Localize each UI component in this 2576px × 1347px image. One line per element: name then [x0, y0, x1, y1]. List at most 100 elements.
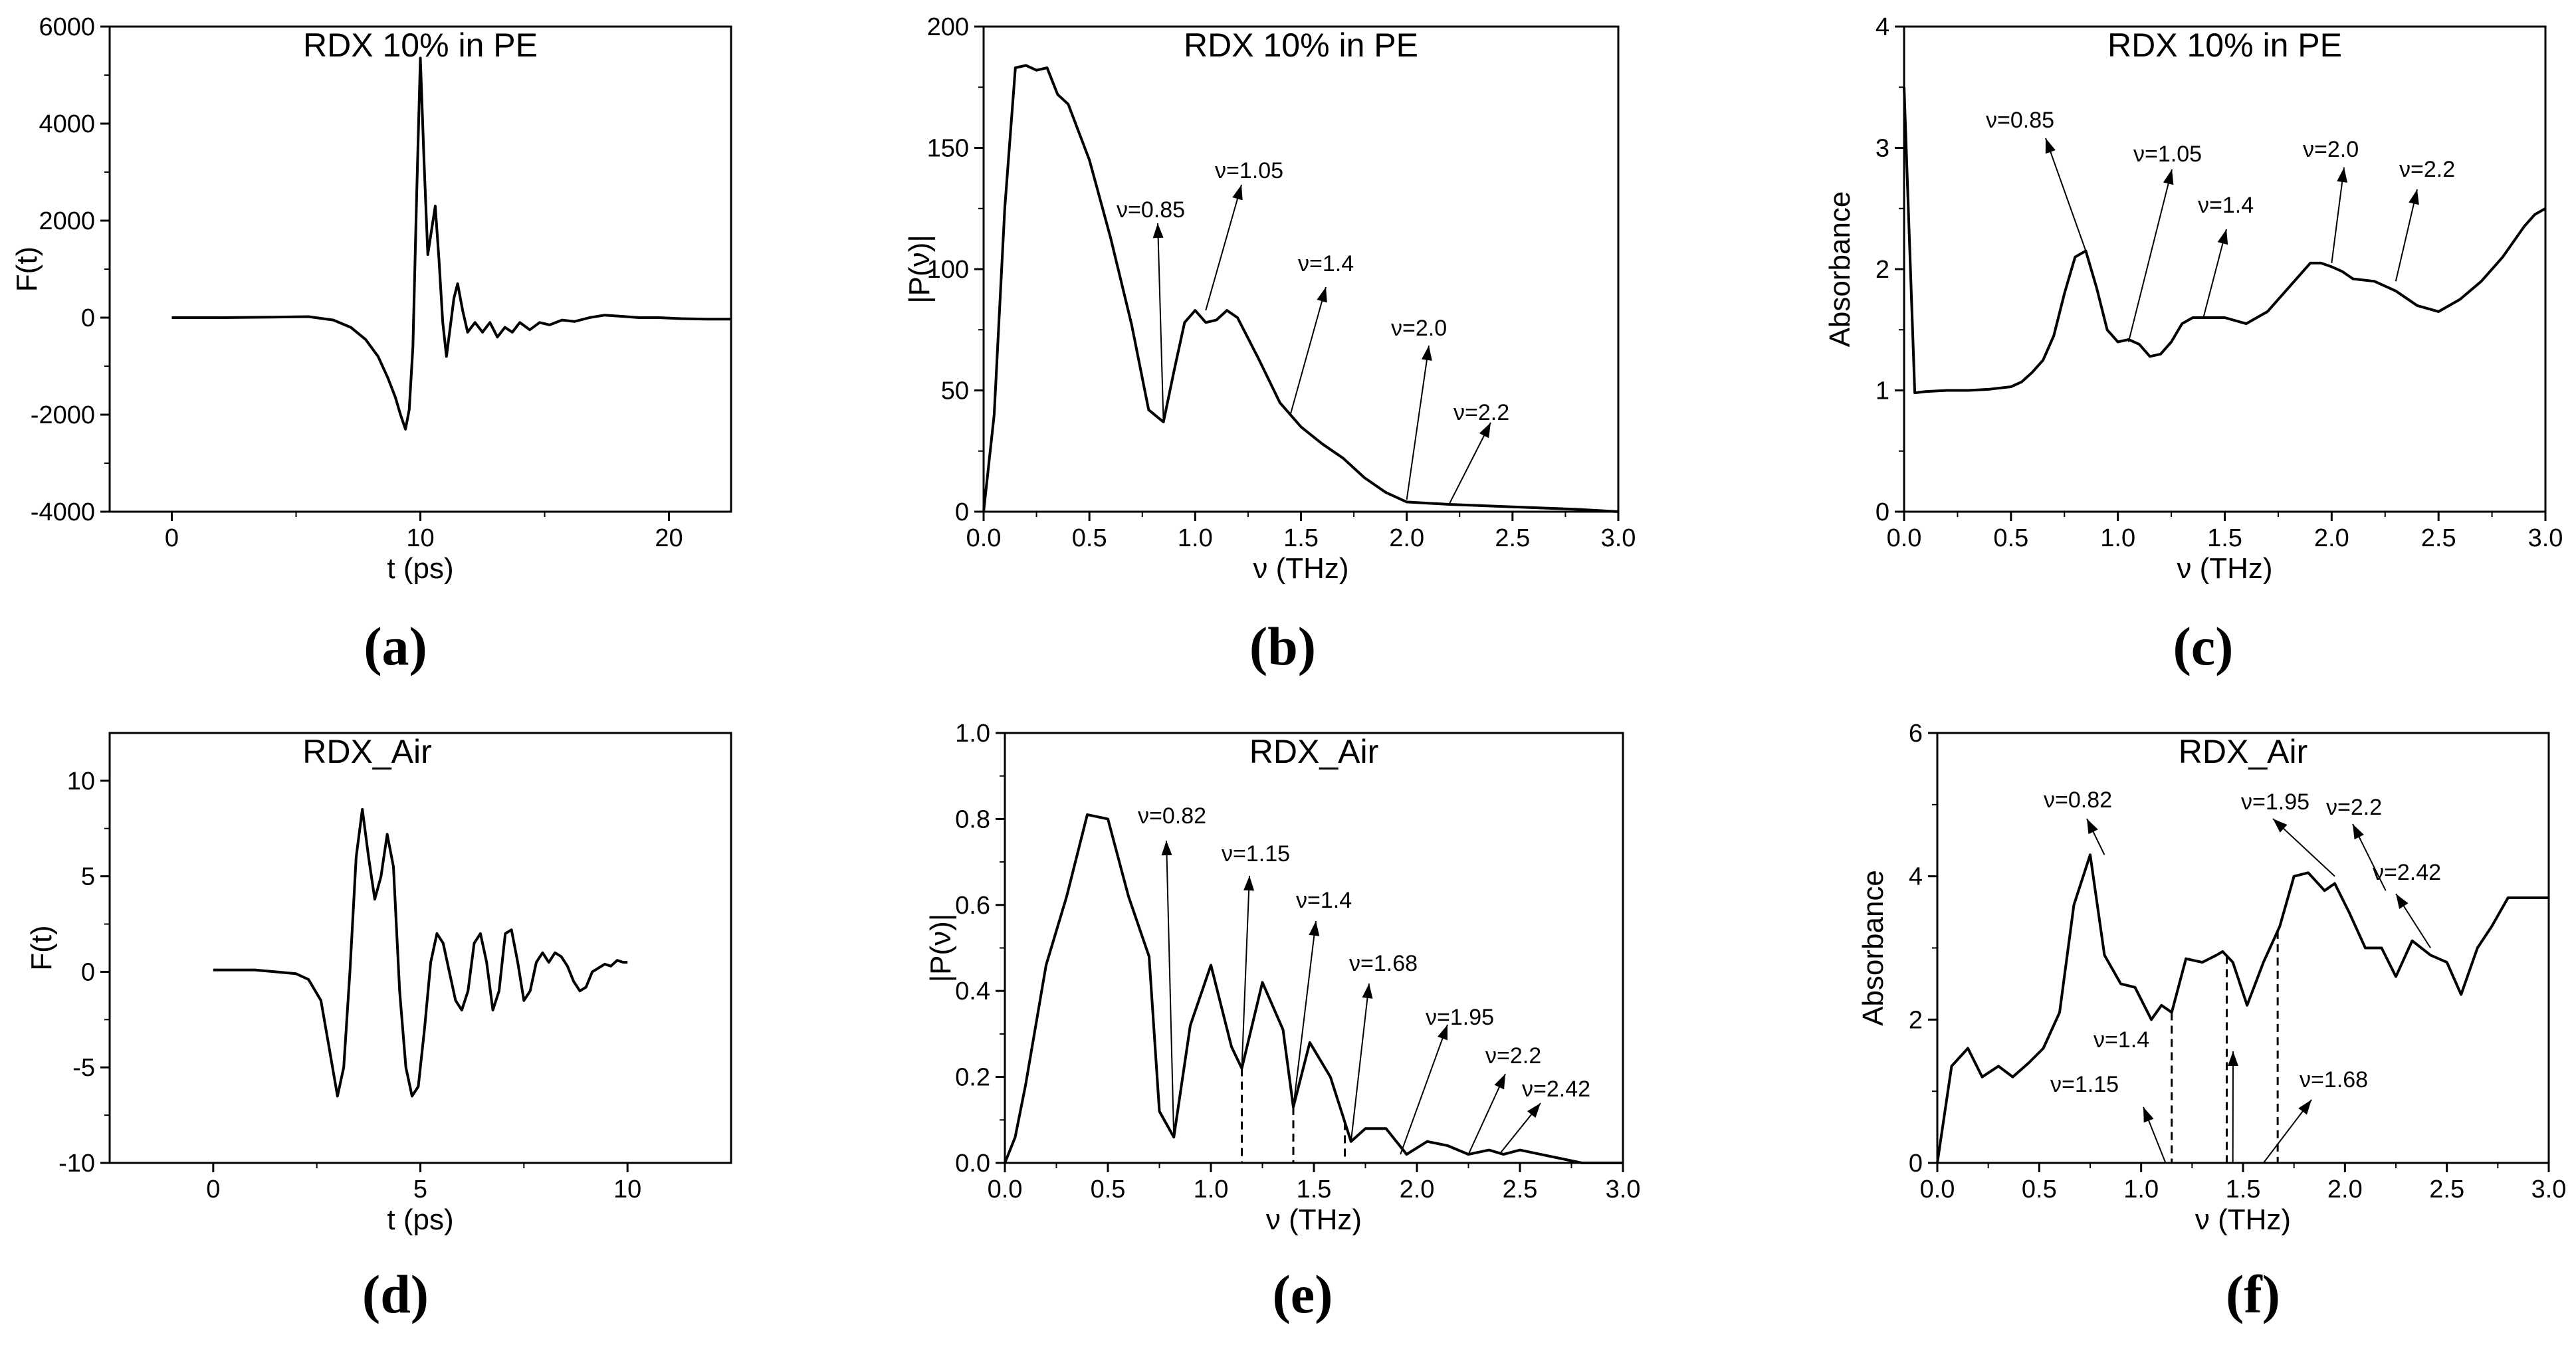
annotation-arrowhead [1362, 984, 1373, 999]
annotation-arrowhead [2298, 1100, 2311, 1115]
series-line [171, 56, 731, 431]
annotation-label: ν=0.85 [1117, 197, 1185, 223]
annotation-arrowhead [2409, 189, 2419, 205]
plot-frame [1903, 25, 2547, 513]
annotation-arrowhead [2163, 169, 2174, 185]
chart-title: RDX_Air [2179, 733, 2308, 770]
annotation-label: ν=2.42 [2373, 860, 2441, 885]
annotation-label: ν=1.15 [2050, 1072, 2119, 1097]
x-tick-label: 2.5 [1503, 1176, 1538, 1203]
x-tick-label: 1.0 [2100, 524, 2135, 552]
annotation-label: ν=1.15 [1222, 841, 1290, 867]
annotation-arrow [1400, 1024, 1448, 1155]
y-tick-label: 10 [67, 768, 95, 795]
annotation-arrowhead [1309, 921, 1320, 936]
annotation-arrowhead [2337, 167, 2348, 183]
annotation-arrow [2395, 189, 2418, 282]
annotation-arrow [1241, 875, 1250, 1069]
x-tick-label: 20 [655, 524, 683, 552]
annotation-arrow [1406, 345, 1430, 500]
chart-title: RDX 10% in PE [1184, 27, 1418, 64]
plot-frame [108, 732, 732, 1164]
x-axis-label: t (ps) [387, 552, 453, 585]
x-tick-label: 0.0 [1920, 1176, 1955, 1203]
panel-d: 0 5 10 -10 -5 0 5 10 t (ps) F(t) RDX_Air (d) [25, 732, 732, 1324]
annotation-arrowhead [2143, 1107, 2154, 1123]
annotation-arrowhead [1232, 185, 1243, 201]
y-axis-label: F(t) [25, 925, 58, 970]
annotation-label: ν=1.68 [1349, 951, 1418, 976]
x-tick-label: 2.0 [1389, 524, 1424, 552]
x-tick-label: 2.0 [1400, 1176, 1435, 1203]
y-tick-label: 2 [1876, 256, 1889, 284]
y-axis-label: Absorbance [1857, 870, 1889, 1026]
annotation-arrow [2331, 167, 2345, 264]
y-tick-label: 0 [81, 304, 95, 332]
x-axis-label: ν (THz) [1266, 1203, 1362, 1236]
x-tick-label: 1.5 [2226, 1176, 2261, 1203]
annotation-arrowhead [2045, 138, 2056, 154]
annotation-label: ν=2.2 [2399, 157, 2455, 182]
y-tick-label: 3 [1876, 135, 1889, 163]
x-tick-label: 0.5 [2022, 1176, 2057, 1203]
annotation-arrowhead [1527, 1103, 1541, 1118]
chart-title: RDX_Air [1249, 733, 1378, 770]
x-tick-label: 0.0 [966, 524, 1002, 552]
y-tick-label: 100 [927, 256, 969, 284]
x-tick-label: 3.0 [1606, 1176, 1641, 1203]
annotation-arrow [1157, 223, 1164, 422]
annotation-arrow [1205, 184, 1242, 311]
annotation-arrowhead [2217, 229, 2228, 245]
annotation-arrowhead [2396, 894, 2409, 909]
y-tick-label: 0 [1909, 1150, 1923, 1178]
panel-c: 0.0 0.5 1.0 1.5 2.0 2.5 3.0 0 1 2 3 4 ν (THz) Absorba… [1824, 13, 2563, 676]
annotation-arrowhead [1317, 287, 1327, 303]
x-tick-label: 0 [165, 524, 179, 552]
y-tick-label: 200 [927, 13, 969, 41]
annotation-label: ν=1.4 [1296, 888, 1352, 913]
annotation-arrowhead [1152, 223, 1164, 239]
annotation-label: ν=1.05 [1215, 158, 1283, 183]
y-tick-label: 6 [1909, 720, 1923, 748]
annotation-label: ν=2.2 [1485, 1043, 1541, 1069]
y-tick-label: 50 [941, 377, 969, 405]
annotation-arrow [1467, 1073, 1506, 1155]
x-tick-label: 1.0 [2123, 1176, 2159, 1203]
y-tick-label: 0.8 [955, 805, 990, 833]
annotation-arrow [1293, 920, 1317, 1108]
y-tick-label: -4000 [31, 498, 95, 526]
annotation-label: ν=0.82 [2044, 787, 2112, 813]
panel-label: (f) [2226, 1264, 2280, 1324]
x-tick-label: 1.5 [1297, 1176, 1332, 1203]
y-axis-label: |P(ν)| [924, 914, 957, 983]
annotation-arrowhead [1479, 423, 1491, 439]
annotation-arrowhead [2087, 819, 2098, 835]
x-tick-label: 1.0 [1194, 1176, 1229, 1203]
annotation-arrowhead [1421, 346, 1432, 361]
y-tick-label: 0.0 [955, 1150, 990, 1178]
panel-label: (c) [2173, 616, 2233, 676]
chart-title: RDX_Air [302, 733, 431, 770]
panel-label: (a) [364, 616, 427, 676]
x-tick-label: 2.0 [2314, 524, 2349, 552]
y-tick-label: 0.6 [955, 892, 990, 920]
y-tick-label: 4 [1876, 13, 1889, 41]
annotation-label: ν=0.82 [1138, 803, 1206, 829]
annotation-arrow [1166, 840, 1175, 1138]
x-tick-label: 0.5 [1072, 524, 1107, 552]
annotation-label: ν=1.68 [2300, 1067, 2368, 1092]
annotation-label: ν=2.0 [2303, 137, 2359, 162]
y-tick-label: 2000 [39, 207, 95, 235]
x-tick-label: 3.0 [2531, 1176, 2567, 1203]
annotation-label: ν=2.42 [1522, 1077, 1590, 1102]
series-line [1936, 853, 2549, 1164]
y-tick-label: 2 [1909, 1006, 1923, 1034]
series-line [213, 808, 628, 1098]
x-axis-label: ν (THz) [2195, 1203, 2291, 1236]
y-tick-label: 4000 [39, 110, 95, 138]
chart-title: RDX 10% in PE [2107, 27, 2342, 64]
y-tick-label: -2000 [31, 401, 95, 429]
series-line [1004, 813, 1623, 1164]
x-tick-label: 0 [206, 1176, 220, 1203]
annotation-label: ν=1.95 [1426, 1005, 1494, 1030]
